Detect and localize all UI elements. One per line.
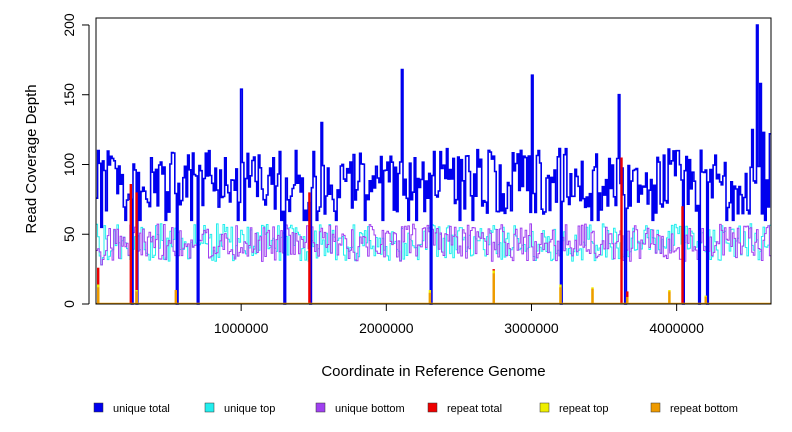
legend-swatch <box>93 402 104 413</box>
series-layer <box>96 24 771 305</box>
y-tick-label: 150 <box>61 83 77 107</box>
legend-item: unique bottom <box>315 402 405 415</box>
legend-swatch <box>204 402 215 413</box>
legend-label: unique top <box>224 403 275 415</box>
legend-label: repeat total <box>447 403 502 415</box>
legend-label: repeat top <box>559 403 609 415</box>
plot-frame <box>95 17 772 305</box>
legend: unique total unique top unique bottom repea… <box>93 402 738 415</box>
legend-swatch <box>427 402 438 413</box>
x-tick-label: 3000000 <box>504 320 559 336</box>
legend-item: repeat top <box>539 402 609 415</box>
x-axis: 1000000 2000000 3000000 4000000 <box>214 304 704 336</box>
x-axis-title: Coordinate in Reference Genome <box>321 363 545 380</box>
legend-swatch <box>539 402 550 413</box>
y-axis-title: Read Coverage Depth <box>23 84 40 233</box>
y-tick-label: 0 <box>61 300 77 308</box>
y-tick-label: 200 <box>61 13 77 37</box>
legend-item: unique top <box>204 402 275 415</box>
legend-item: repeat total <box>427 402 502 415</box>
legend-label: unique total <box>113 403 170 415</box>
y-tick-label: 50 <box>61 226 77 242</box>
legend-swatch <box>315 402 326 413</box>
series-line-unique-bottom <box>96 223 771 305</box>
legend-item: unique total <box>93 402 170 415</box>
series-line-unique-total <box>96 24 771 305</box>
x-tick-label: 1000000 <box>214 320 269 336</box>
x-tick-label: 2000000 <box>359 320 414 336</box>
legend-label: unique bottom <box>335 403 405 415</box>
y-tick-label: 100 <box>61 153 77 177</box>
series-repeat-bottom <box>96 273 707 304</box>
y-axis: 0 50 100 150 200 <box>61 13 90 308</box>
legend-label: repeat bottom <box>670 403 738 415</box>
legend-item: repeat bottom <box>650 402 738 415</box>
legend-swatch <box>650 402 661 413</box>
series-repeat-top <box>96 270 707 304</box>
x-tick-label: 4000000 <box>649 320 704 336</box>
